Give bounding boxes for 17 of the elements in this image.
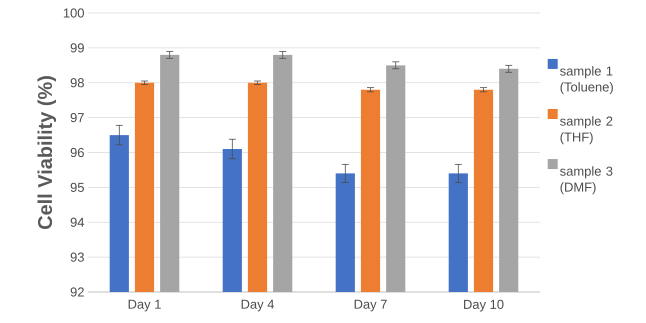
y-tick-label: 100 (64, 8, 84, 18)
legend-label: sample 3 (DMF) (560, 166, 612, 194)
y-tick-label: 97 (70, 113, 84, 122)
legend-label: sample 1 (Toluene) (560, 66, 613, 94)
y-axis-title: Cell Viability (%) (37, 76, 56, 230)
y-tick-label: 99 (70, 43, 84, 52)
y-tick-label: 94 (70, 218, 84, 227)
x-tick-label: Day 7 (354, 300, 387, 312)
y-tick-label: 96 (70, 148, 84, 158)
y-tick-label: 93 (70, 252, 84, 262)
y-tick-label: 92 (70, 287, 84, 297)
y-tick-label: 98 (70, 78, 84, 88)
x-tick-label: Day 4 (242, 300, 274, 312)
y-tick-label: 95 (70, 182, 84, 192)
x-tick-label: Day 1 (128, 300, 161, 312)
legend-label: sample 2 (THF) (560, 116, 612, 144)
x-tick-label: Day 10 (464, 300, 504, 312)
